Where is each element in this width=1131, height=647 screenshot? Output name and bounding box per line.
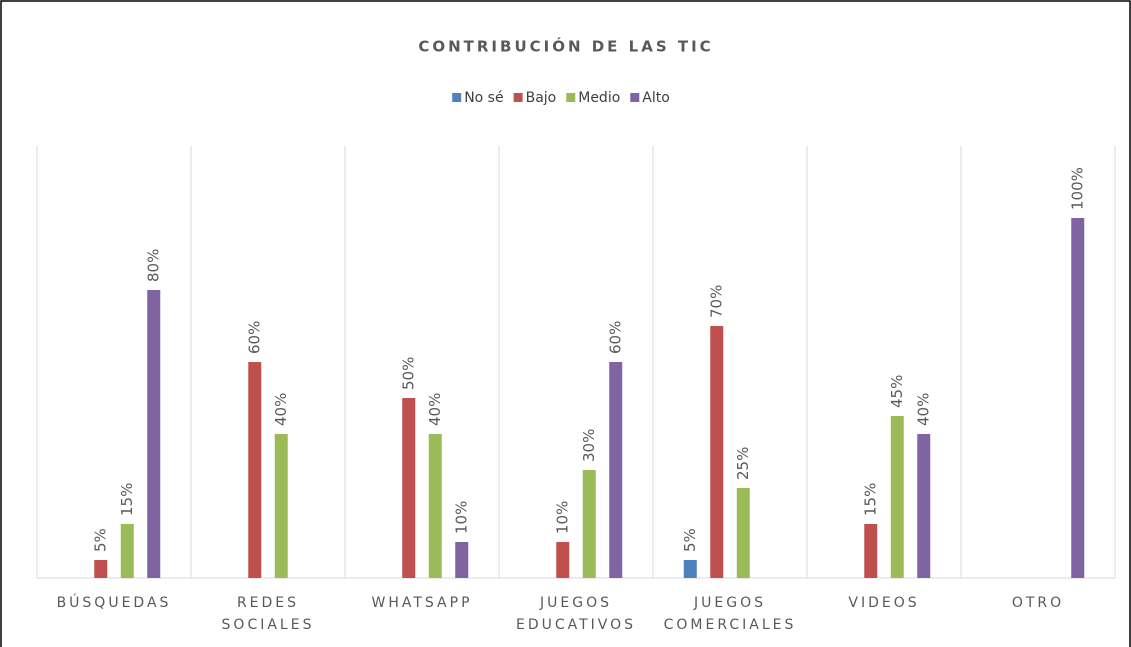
- data-label: 70%: [707, 285, 725, 318]
- bar: [428, 434, 442, 578]
- chart-title: CONTRIBUCIÓN DE LAS TIC: [418, 37, 713, 56]
- bar: [455, 542, 469, 578]
- bar: [1071, 218, 1085, 578]
- x-tick-label: BÚSQUEDAS: [56, 595, 172, 611]
- data-label: 40%: [426, 393, 444, 426]
- legend-swatch: [513, 93, 523, 102]
- data-label: 50%: [399, 357, 417, 390]
- data-label: 40%: [914, 393, 932, 426]
- bar: [890, 416, 904, 578]
- data-label: 10%: [553, 501, 571, 534]
- bar: [147, 290, 161, 578]
- data-label: 100%: [1068, 167, 1086, 210]
- bar: [582, 470, 596, 578]
- bar: [248, 362, 262, 578]
- bar: [864, 524, 878, 578]
- data-label: 60%: [245, 321, 263, 354]
- data-label: 5%: [681, 528, 699, 552]
- data-label: 15%: [861, 483, 879, 516]
- data-label: 40%: [272, 393, 290, 426]
- legend-swatch: [566, 93, 576, 102]
- legend-swatch: [452, 93, 462, 102]
- bar: [683, 560, 697, 578]
- data-label: 60%: [606, 321, 624, 354]
- bar: [402, 398, 416, 578]
- bar: [736, 488, 750, 578]
- legend-label: Alto: [642, 90, 670, 106]
- legend-label: Bajo: [526, 90, 557, 106]
- bar: [609, 362, 623, 578]
- data-label: 45%: [888, 375, 906, 408]
- x-tick-label: WHATSAPP: [371, 595, 473, 611]
- legend-label: Medio: [578, 90, 620, 106]
- data-label: 30%: [580, 429, 598, 462]
- x-tick-label: JUEGOS EDUCATIVOS: [515, 595, 637, 633]
- bar: [120, 524, 134, 578]
- x-tick-label: OTRO: [1011, 595, 1065, 611]
- bar: [556, 542, 570, 578]
- bar: [917, 434, 931, 578]
- bar: [710, 326, 724, 578]
- x-tick-label: JUEGOS COMERCIALES: [663, 595, 797, 633]
- x-tick-label: VIDEOS: [848, 595, 920, 611]
- legend-label: No sé: [464, 90, 503, 106]
- data-label: 5%: [91, 528, 109, 552]
- data-label: 10%: [452, 501, 470, 534]
- bar: [94, 560, 108, 578]
- x-tick-label: REDES SOCIALES: [221, 595, 315, 633]
- data-label: 25%: [734, 447, 752, 480]
- data-label: 15%: [118, 483, 136, 516]
- data-label: 80%: [144, 249, 162, 282]
- bar: [274, 434, 288, 578]
- legend-swatch: [630, 93, 640, 102]
